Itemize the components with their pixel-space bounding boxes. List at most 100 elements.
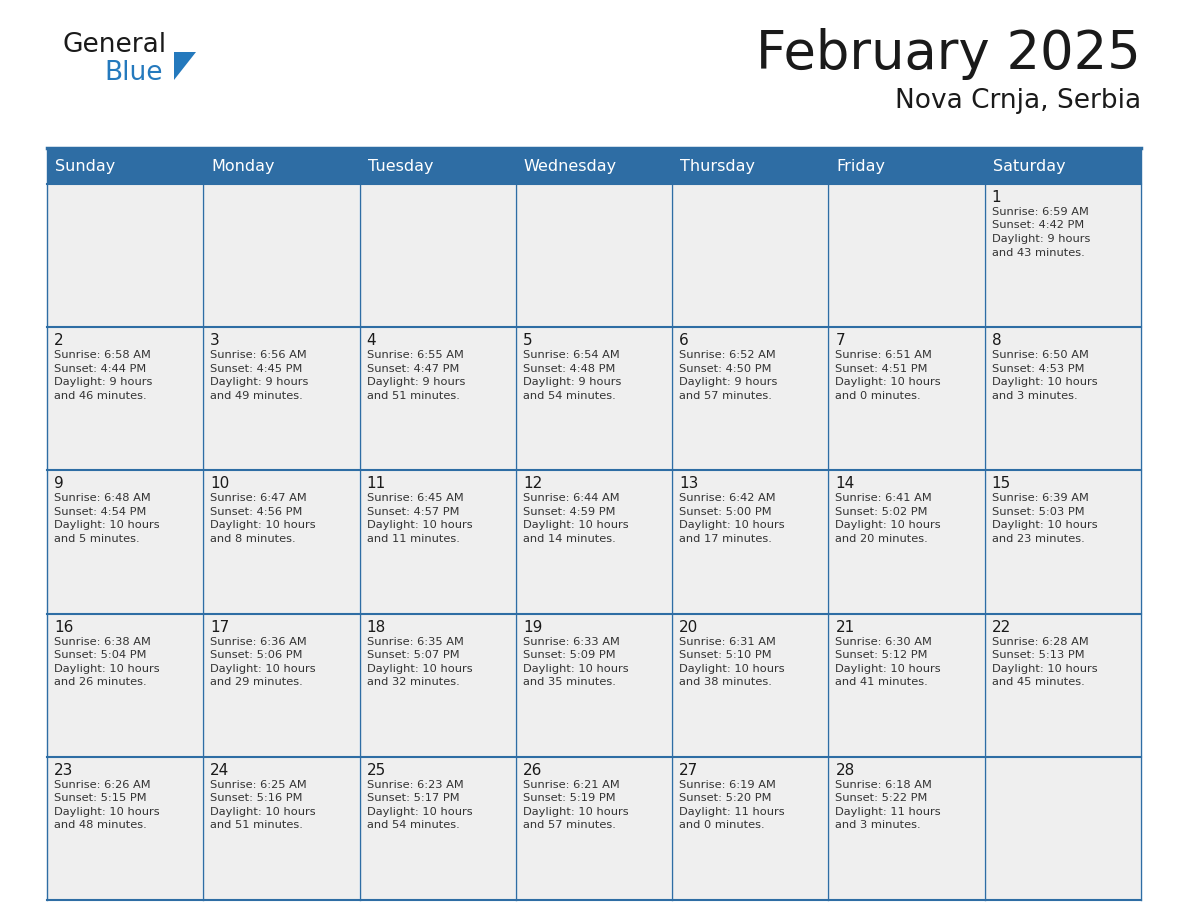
Text: Daylight: 10 hours: Daylight: 10 hours — [53, 807, 159, 817]
Text: Daylight: 10 hours: Daylight: 10 hours — [53, 521, 159, 531]
Text: Daylight: 9 hours: Daylight: 9 hours — [523, 377, 621, 387]
Text: and 11 minutes.: and 11 minutes. — [367, 534, 460, 543]
Text: Sunrise: 6:58 AM: Sunrise: 6:58 AM — [53, 350, 151, 360]
Text: General: General — [62, 32, 166, 58]
Text: Sunset: 5:22 PM: Sunset: 5:22 PM — [835, 793, 928, 803]
Text: and 49 minutes.: and 49 minutes. — [210, 391, 303, 400]
Text: 9: 9 — [53, 476, 64, 491]
Text: and 14 minutes.: and 14 minutes. — [523, 534, 615, 543]
Bar — [516, 327, 672, 470]
Bar — [828, 613, 985, 756]
Text: and 54 minutes.: and 54 minutes. — [367, 821, 460, 830]
Text: Sunset: 5:00 PM: Sunset: 5:00 PM — [680, 507, 772, 517]
Text: Sunrise: 6:47 AM: Sunrise: 6:47 AM — [210, 493, 307, 503]
Text: Daylight: 10 hours: Daylight: 10 hours — [523, 664, 628, 674]
Bar — [828, 327, 985, 470]
Bar — [203, 756, 360, 900]
Text: Sunrise: 6:26 AM: Sunrise: 6:26 AM — [53, 779, 151, 789]
Text: Sunrise: 6:18 AM: Sunrise: 6:18 AM — [835, 779, 933, 789]
Text: 8: 8 — [992, 333, 1001, 348]
Text: 3: 3 — [210, 333, 220, 348]
Text: Sunset: 5:07 PM: Sunset: 5:07 PM — [367, 650, 460, 660]
Text: Daylight: 10 hours: Daylight: 10 hours — [523, 807, 628, 817]
Text: Daylight: 9 hours: Daylight: 9 hours — [367, 377, 465, 387]
Text: and 5 minutes.: and 5 minutes. — [53, 534, 140, 543]
Text: 25: 25 — [367, 763, 386, 778]
Text: Sunrise: 6:25 AM: Sunrise: 6:25 AM — [210, 779, 307, 789]
Text: Sunrise: 6:54 AM: Sunrise: 6:54 AM — [523, 350, 620, 360]
Text: Sunrise: 6:30 AM: Sunrise: 6:30 AM — [835, 636, 933, 646]
Text: Daylight: 10 hours: Daylight: 10 hours — [523, 521, 628, 531]
Text: Sunset: 5:06 PM: Sunset: 5:06 PM — [210, 650, 303, 660]
Text: 27: 27 — [680, 763, 699, 778]
Text: Sunset: 4:57 PM: Sunset: 4:57 PM — [367, 507, 459, 517]
Text: Sunday: Sunday — [55, 159, 115, 174]
Text: Sunrise: 6:35 AM: Sunrise: 6:35 AM — [367, 636, 463, 646]
Bar — [360, 327, 516, 470]
Text: and 46 minutes.: and 46 minutes. — [53, 391, 146, 400]
Text: 17: 17 — [210, 620, 229, 634]
Text: Tuesday: Tuesday — [367, 159, 434, 174]
Text: and 29 minutes.: and 29 minutes. — [210, 677, 303, 687]
Text: Saturday: Saturday — [993, 159, 1066, 174]
Text: Sunrise: 6:23 AM: Sunrise: 6:23 AM — [367, 779, 463, 789]
Text: Sunset: 5:10 PM: Sunset: 5:10 PM — [680, 650, 772, 660]
Text: Daylight: 10 hours: Daylight: 10 hours — [367, 807, 472, 817]
Bar — [985, 613, 1140, 756]
Text: Sunrise: 6:39 AM: Sunrise: 6:39 AM — [992, 493, 1088, 503]
Text: Nova Crnja, Serbia: Nova Crnja, Serbia — [895, 88, 1140, 114]
Text: Daylight: 10 hours: Daylight: 10 hours — [210, 807, 316, 817]
Text: Sunset: 4:59 PM: Sunset: 4:59 PM — [523, 507, 615, 517]
Polygon shape — [173, 52, 196, 80]
Text: Daylight: 10 hours: Daylight: 10 hours — [835, 521, 941, 531]
Text: and 17 minutes.: and 17 minutes. — [680, 534, 772, 543]
Text: Blue: Blue — [105, 60, 163, 86]
Text: Sunset: 5:12 PM: Sunset: 5:12 PM — [835, 650, 928, 660]
Text: Daylight: 9 hours: Daylight: 9 hours — [992, 234, 1091, 244]
Text: February 2025: February 2025 — [757, 28, 1140, 80]
Text: Daylight: 10 hours: Daylight: 10 hours — [835, 377, 941, 387]
Text: Sunrise: 6:48 AM: Sunrise: 6:48 AM — [53, 493, 151, 503]
Text: Daylight: 10 hours: Daylight: 10 hours — [992, 664, 1098, 674]
Text: 6: 6 — [680, 333, 689, 348]
Text: Daylight: 10 hours: Daylight: 10 hours — [992, 521, 1098, 531]
Bar — [985, 327, 1140, 470]
Text: Sunset: 5:02 PM: Sunset: 5:02 PM — [835, 507, 928, 517]
Bar — [203, 613, 360, 756]
Text: 20: 20 — [680, 620, 699, 634]
Text: Daylight: 10 hours: Daylight: 10 hours — [210, 521, 316, 531]
Text: Sunset: 4:42 PM: Sunset: 4:42 PM — [992, 220, 1083, 230]
Text: Sunrise: 6:33 AM: Sunrise: 6:33 AM — [523, 636, 620, 646]
Text: and 48 minutes.: and 48 minutes. — [53, 821, 147, 830]
Text: and 3 minutes.: and 3 minutes. — [835, 821, 921, 830]
Text: and 51 minutes.: and 51 minutes. — [210, 821, 303, 830]
Bar — [48, 470, 203, 613]
Text: 4: 4 — [367, 333, 377, 348]
Text: and 0 minutes.: and 0 minutes. — [680, 821, 765, 830]
Bar — [828, 756, 985, 900]
Text: Sunrise: 6:28 AM: Sunrise: 6:28 AM — [992, 636, 1088, 646]
Text: Sunrise: 6:52 AM: Sunrise: 6:52 AM — [680, 350, 776, 360]
Text: Sunrise: 6:44 AM: Sunrise: 6:44 AM — [523, 493, 619, 503]
Text: Daylight: 10 hours: Daylight: 10 hours — [210, 664, 316, 674]
Text: 19: 19 — [523, 620, 542, 634]
Text: 7: 7 — [835, 333, 845, 348]
Text: Sunset: 5:19 PM: Sunset: 5:19 PM — [523, 793, 615, 803]
Bar — [48, 613, 203, 756]
Text: 14: 14 — [835, 476, 854, 491]
Text: and 8 minutes.: and 8 minutes. — [210, 534, 296, 543]
Text: Daylight: 9 hours: Daylight: 9 hours — [53, 377, 152, 387]
Bar — [48, 756, 203, 900]
Text: 23: 23 — [53, 763, 74, 778]
Text: Daylight: 10 hours: Daylight: 10 hours — [992, 377, 1098, 387]
Text: Sunrise: 6:56 AM: Sunrise: 6:56 AM — [210, 350, 307, 360]
Text: Sunset: 5:20 PM: Sunset: 5:20 PM — [680, 793, 772, 803]
Text: Monday: Monday — [211, 159, 274, 174]
Bar — [828, 470, 985, 613]
Text: and 38 minutes.: and 38 minutes. — [680, 677, 772, 687]
Text: Daylight: 9 hours: Daylight: 9 hours — [680, 377, 777, 387]
Bar — [360, 613, 516, 756]
Text: Thursday: Thursday — [681, 159, 756, 174]
Text: 18: 18 — [367, 620, 386, 634]
Text: and 43 minutes.: and 43 minutes. — [992, 248, 1085, 258]
